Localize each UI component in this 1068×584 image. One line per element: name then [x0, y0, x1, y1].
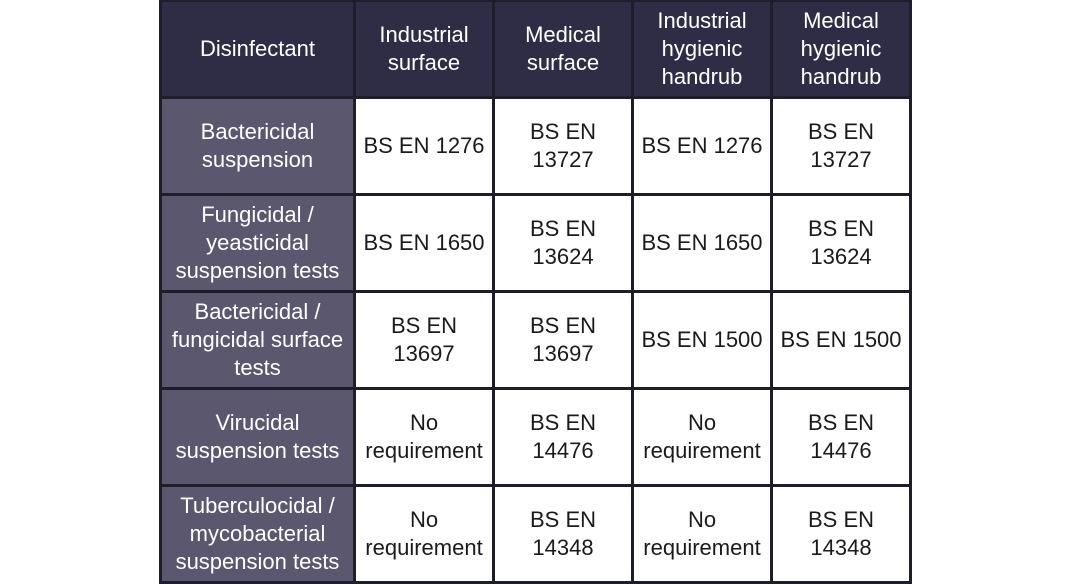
- row-label: Bactericidal suspension: [159, 96, 356, 196]
- table-cell: BS EN 1650: [353, 193, 495, 293]
- row-label: Bactericidal / fungicidal surface tests: [159, 290, 356, 390]
- table-body: Bactericidal suspension BS EN 1276 BS EN 1…: [159, 96, 912, 584]
- table-cell: BS EN 13697: [353, 290, 495, 390]
- table-cell: BS EN 14476: [492, 387, 634, 487]
- table-cell: BS EN 13727: [770, 96, 912, 196]
- standards-table: Disinfectant Industrial surface Medical su…: [159, 0, 912, 584]
- table-cell: BS EN 1276: [631, 96, 773, 196]
- header-cell: Disinfectant: [159, 0, 356, 99]
- table-row: Bactericidal suspension BS EN 1276 BS EN 1…: [159, 96, 912, 196]
- table-cell: BS EN 13697: [492, 290, 634, 390]
- table-row: Tuberculocidal / mycobacterial suspensio…: [159, 484, 912, 584]
- table-cell: BS EN 13727: [492, 96, 634, 196]
- table-cell: BS EN 1500: [770, 290, 912, 390]
- table-cell: No requirement: [631, 484, 773, 584]
- header-cell: Medical surface: [492, 0, 634, 99]
- table-row: Virucidal suspension tests No requirement…: [159, 387, 912, 487]
- table-cell: BS EN 13624: [492, 193, 634, 293]
- table-cell: BS EN 14476: [770, 387, 912, 487]
- header-cell: Medical hygienic handrub: [770, 0, 912, 99]
- row-label: Virucidal suspension tests: [159, 387, 356, 487]
- table-cell: BS EN 1500: [631, 290, 773, 390]
- table-cell: BS EN 13624: [770, 193, 912, 293]
- table-cell: BS EN 14348: [770, 484, 912, 584]
- table-cell: BS EN 1276: [353, 96, 495, 196]
- row-label: Fungicidal / yeasticidal suspension test…: [159, 193, 356, 293]
- table-cell: BS EN 14348: [492, 484, 634, 584]
- header-cell: Industrial hygienic handrub: [631, 0, 773, 99]
- header-row: Disinfectant Industrial surface Medical su…: [159, 0, 912, 99]
- header-cell: Industrial surface: [353, 0, 495, 99]
- table-row: Fungicidal / yeasticidal suspension test…: [159, 193, 912, 293]
- table-cell: BS EN 1650: [631, 193, 773, 293]
- table-cell: No requirement: [631, 387, 773, 487]
- table-cell: No requirement: [353, 484, 495, 584]
- row-label: Tuberculocidal / mycobacterial suspensio…: [159, 484, 356, 584]
- table-cell: No requirement: [353, 387, 495, 487]
- table-row: Bactericidal / fungicidal surface tests B…: [159, 290, 912, 390]
